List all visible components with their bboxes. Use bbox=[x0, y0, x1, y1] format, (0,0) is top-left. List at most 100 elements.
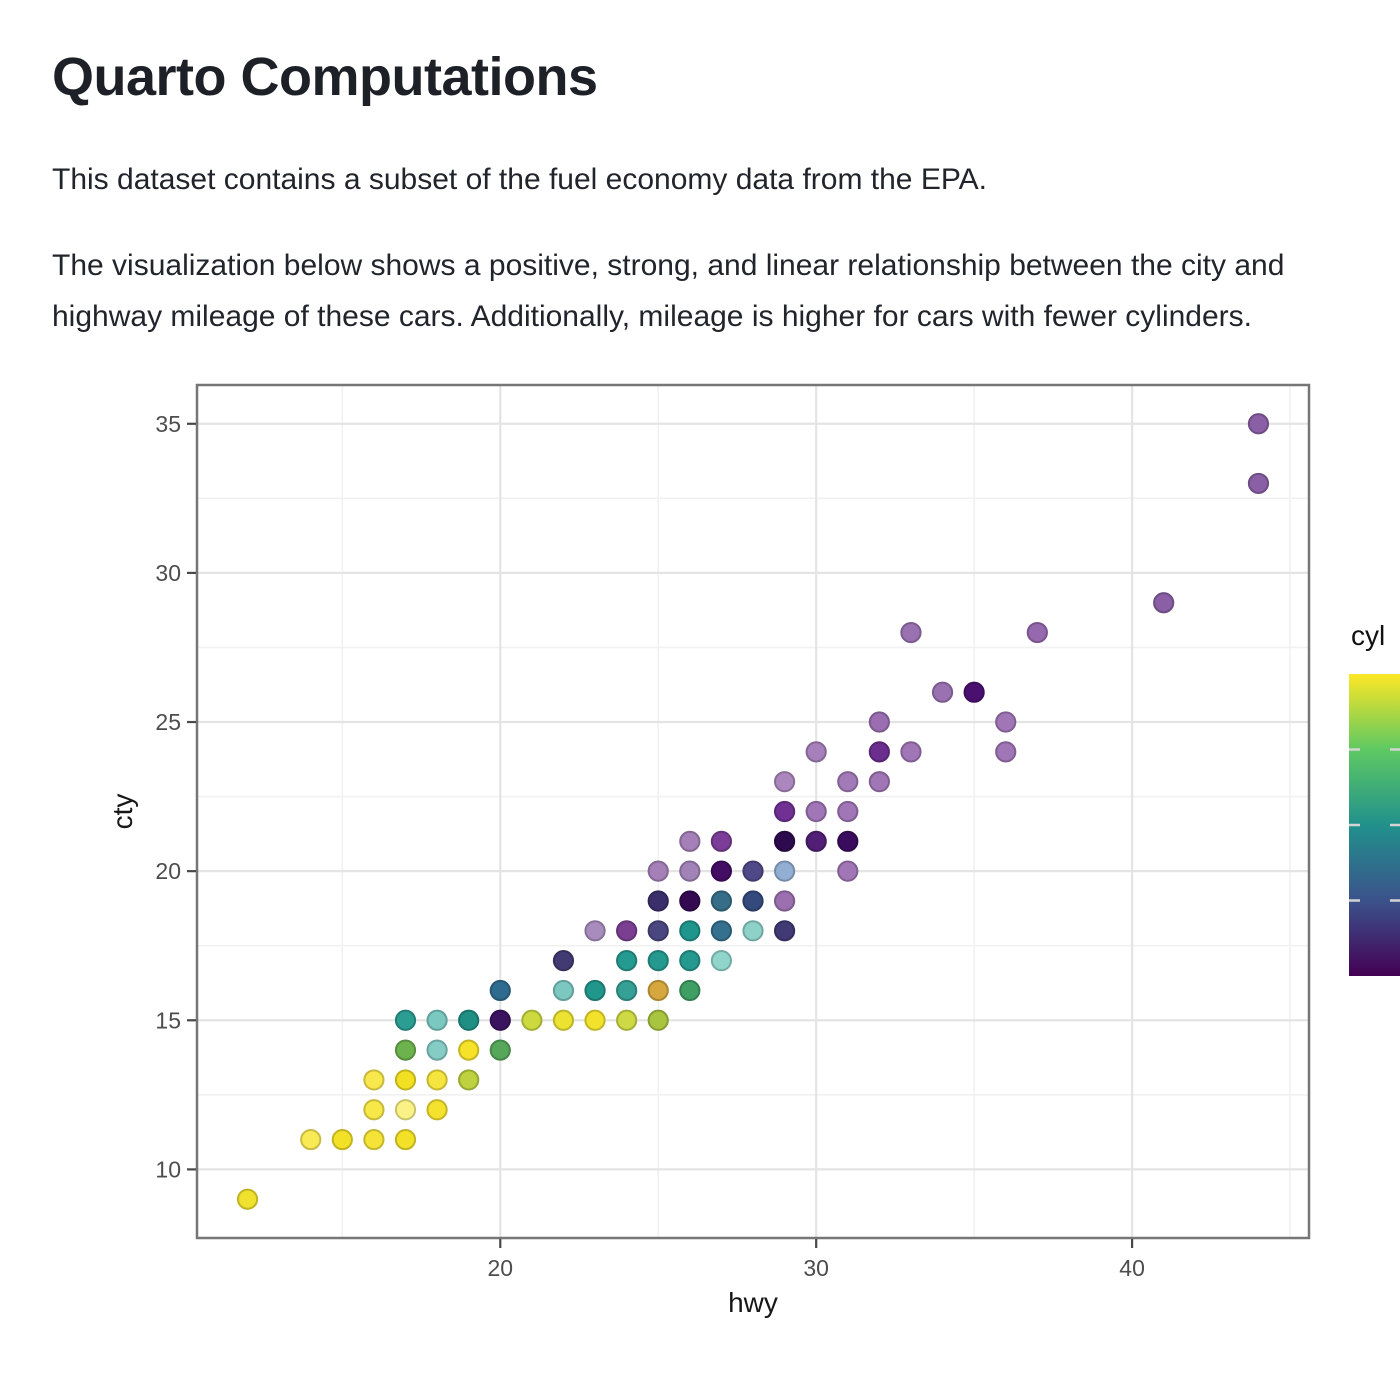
data-point bbox=[647, 860, 669, 882]
data-point bbox=[647, 979, 669, 1001]
data-point bbox=[1247, 472, 1270, 494]
data-point bbox=[1247, 412, 1270, 435]
data-point bbox=[616, 1009, 638, 1031]
data-point bbox=[900, 621, 922, 643]
data-point bbox=[616, 979, 638, 1001]
data-point bbox=[363, 1098, 385, 1121]
data-point bbox=[616, 949, 638, 972]
data-point bbox=[394, 1098, 417, 1121]
data-point bbox=[868, 770, 890, 793]
analysis-paragraph: The visualization below shows a positive… bbox=[52, 248, 1285, 334]
data-point bbox=[773, 830, 796, 852]
data-point bbox=[773, 800, 796, 822]
x-tick-label: 20 bbox=[487, 1255, 513, 1281]
data-point bbox=[363, 1069, 385, 1091]
data-point bbox=[616, 919, 638, 942]
data-point bbox=[710, 830, 733, 852]
data-point bbox=[837, 800, 859, 822]
data-point bbox=[521, 1009, 543, 1031]
plot-panel bbox=[197, 384, 1309, 1238]
data-point bbox=[773, 860, 796, 882]
data-point bbox=[710, 890, 733, 912]
scatter-plot-canvas: 20 30 40 10 15 20 25 30 35 hwy cty cyl bbox=[107, 383, 1400, 1318]
y-axis-title: cty bbox=[107, 793, 138, 829]
data-point bbox=[963, 681, 985, 703]
data-point bbox=[300, 1128, 322, 1150]
x-axis-title: hwy bbox=[728, 1287, 778, 1318]
y-tick-label: 25 bbox=[155, 709, 181, 735]
data-point bbox=[742, 860, 764, 882]
data-point bbox=[394, 1069, 417, 1091]
data-point bbox=[458, 1069, 480, 1091]
data-point bbox=[489, 979, 511, 1001]
data-point bbox=[1026, 621, 1048, 643]
data-point bbox=[647, 919, 669, 942]
data-point bbox=[995, 741, 1017, 763]
data-point bbox=[742, 890, 764, 912]
data-point bbox=[710, 860, 733, 882]
data-point bbox=[489, 1009, 511, 1031]
color-legend: cyl bbox=[1349, 620, 1400, 976]
data-point bbox=[773, 770, 796, 793]
data-point bbox=[394, 1039, 417, 1061]
data-point bbox=[710, 949, 733, 972]
axes: 20 30 40 10 15 20 25 30 35 hwy cty bbox=[107, 411, 1145, 1318]
data-point bbox=[647, 1009, 669, 1031]
x-tick-label: 30 bbox=[803, 1255, 829, 1281]
data-point bbox=[710, 919, 733, 942]
data-point bbox=[742, 919, 764, 942]
data-point bbox=[363, 1128, 385, 1150]
data-point bbox=[805, 800, 827, 822]
data-point bbox=[679, 919, 701, 942]
data-point bbox=[584, 919, 606, 942]
data-point bbox=[995, 711, 1017, 733]
data-point bbox=[394, 1128, 417, 1150]
data-point bbox=[931, 681, 954, 703]
data-point bbox=[1153, 591, 1175, 614]
data-point bbox=[900, 741, 922, 763]
data-point bbox=[837, 830, 859, 852]
data-point bbox=[458, 1039, 480, 1061]
data-point bbox=[584, 1009, 606, 1031]
data-point bbox=[868, 711, 890, 733]
data-point bbox=[489, 1039, 511, 1061]
data-point bbox=[679, 830, 701, 852]
data-point bbox=[679, 949, 701, 972]
data-point bbox=[647, 949, 669, 972]
data-point bbox=[679, 979, 701, 1001]
data-point bbox=[584, 979, 606, 1001]
data-point bbox=[679, 890, 701, 912]
panel-border bbox=[195, 383, 1311, 1240]
y-tick-label: 20 bbox=[155, 858, 181, 884]
y-tick-label: 15 bbox=[155, 1007, 181, 1033]
intro-paragraph: This dataset contains a subset of the fu… bbox=[52, 163, 987, 196]
y-tick-label: 35 bbox=[155, 411, 181, 437]
data-point bbox=[837, 860, 859, 882]
data-point bbox=[426, 1098, 448, 1121]
data-point bbox=[426, 1039, 448, 1061]
y-tick-label: 10 bbox=[155, 1156, 181, 1182]
data-point bbox=[837, 770, 859, 793]
data-point bbox=[647, 890, 669, 912]
data-point bbox=[331, 1128, 353, 1150]
data-point bbox=[394, 1009, 417, 1031]
data-point bbox=[552, 979, 575, 1001]
x-tick-label: 40 bbox=[1119, 1255, 1145, 1281]
data-point bbox=[458, 1009, 480, 1031]
data-point bbox=[426, 1069, 448, 1091]
data-point bbox=[552, 949, 575, 972]
data-point bbox=[679, 860, 701, 882]
mpg-scatter-figure: 20 30 40 10 15 20 25 30 35 hwy cty cyl bbox=[52, 377, 1400, 1362]
data-point bbox=[773, 890, 796, 912]
main-content: Quarto Computations This dataset contain… bbox=[52, 47, 1400, 1362]
page-title: Quarto Computations bbox=[52, 47, 598, 107]
data-point bbox=[552, 1009, 575, 1031]
y-tick-label: 30 bbox=[155, 560, 181, 586]
data-point bbox=[426, 1009, 448, 1031]
data-point bbox=[868, 741, 890, 763]
data-points bbox=[236, 412, 1270, 1210]
data-point bbox=[773, 919, 796, 942]
legend-title: cyl bbox=[1351, 620, 1385, 651]
data-point bbox=[236, 1188, 259, 1210]
data-point bbox=[805, 741, 827, 763]
